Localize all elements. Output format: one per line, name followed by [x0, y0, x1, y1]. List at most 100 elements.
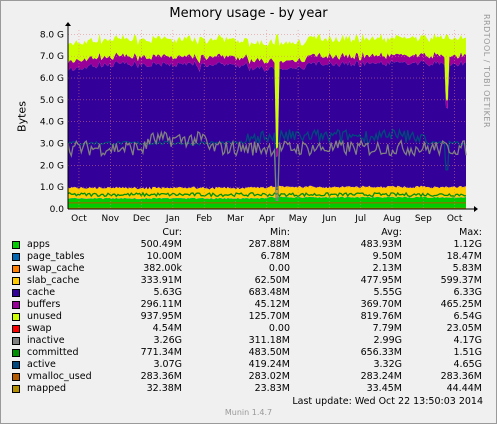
x-tick-label: May	[289, 214, 308, 224]
legend-avg: 656.33M	[360, 347, 402, 358]
legend-cur: 296.11M	[140, 299, 182, 310]
y-tick-label: 2.0 G	[40, 161, 64, 171]
legend-min: 311.18M	[248, 335, 290, 346]
legend-swatch	[12, 241, 20, 249]
legend-name: mapped	[27, 383, 67, 394]
legend-swatch	[12, 289, 20, 297]
legend-header: Cur: Min: Avg: Max:	[12, 227, 492, 239]
legend-max: 599.37M	[440, 275, 482, 286]
x-tick-label: Nov	[101, 214, 119, 224]
memory-chart: 0.0 1.0 G 2.0 G 3.0 G 4.0 G 5.0 G 6.0 G 7.0 G 8.…	[40, 22, 478, 224]
x-tick-label: Sep	[415, 214, 432, 224]
legend-swatch	[12, 253, 20, 261]
header-avg: Avg:	[381, 227, 402, 238]
legend-avg: 819.76M	[360, 311, 402, 322]
y-tick-label: 3.0 G	[40, 140, 64, 150]
legend-swatch	[12, 325, 20, 333]
legend-max: 465.25M	[440, 299, 482, 310]
legend-min: 62.50M	[254, 275, 290, 286]
legend-max: 6.33G	[453, 287, 482, 298]
legend-min: 483.50M	[248, 347, 290, 358]
legend-avg: 369.70M	[360, 299, 402, 310]
legend-swatch	[12, 265, 20, 273]
legend-row-active: active 3.07G 419.24M 3.32G 4.65G	[12, 359, 492, 371]
legend-cur: 382.00k	[143, 263, 182, 274]
legend-row-committed: committed 771.34M 483.50M 656.33M 1.51G	[12, 347, 492, 359]
x-tick-label: Jun	[321, 214, 336, 224]
legend-cur: 5.63G	[153, 287, 182, 298]
legend-max: 6.54G	[453, 311, 482, 322]
area-buffers	[68, 51, 466, 158]
legend-name: page_tables	[27, 251, 85, 262]
legend-max: 44.44M	[446, 383, 482, 394]
header-max: Max:	[459, 227, 482, 238]
legend-name: apps	[27, 239, 50, 250]
legend-avg: 3.32G	[373, 359, 402, 370]
legend-row-buffers: buffers 296.11M 45.12M 369.70M 465.25M	[12, 299, 492, 311]
legend-max: 1.51G	[453, 347, 482, 358]
legend-swatch	[12, 373, 20, 381]
area-page-tables	[68, 196, 466, 200]
legend-max: 23.05M	[446, 323, 482, 334]
legend-name: active	[27, 359, 56, 370]
legend-swatch	[12, 313, 20, 321]
legend-cur: 3.07G	[153, 359, 182, 370]
legend-max: 1.12G	[453, 239, 482, 250]
legend-cur: 333.91M	[140, 275, 182, 286]
legend-max: 18.47M	[446, 251, 482, 262]
legend-swatch	[12, 385, 20, 393]
legend-row-inactive: inactive 3.26G 311.18M 2.99G 4.17G	[12, 335, 492, 347]
legend-cur: 32.38M	[146, 383, 182, 394]
legend-avg: 33.45M	[366, 383, 402, 394]
y-tick-label: 8.0 G	[40, 30, 64, 40]
legend-avg: 5.55G	[373, 287, 402, 298]
munin-version: Munin 1.4.7	[224, 408, 273, 417]
legend-row-swap: swap 4.54M 0.00 7.79M 23.05M	[12, 323, 492, 335]
legend-name: cache	[27, 287, 56, 298]
area-cache	[68, 60, 466, 190]
legend-min: 287.88M	[248, 239, 290, 250]
y-tick-label: 7.0 G	[40, 52, 64, 62]
legend-swatch	[12, 349, 20, 357]
x-tick-label: Oct	[71, 214, 87, 224]
legend-row-vmalloc-used: vmalloc_used 283.36M 283.02M 283.24M 283.36M	[12, 371, 492, 383]
legend-min: 125.70M	[248, 311, 290, 322]
legend-min: 283.02M	[248, 371, 290, 382]
legend-avg: 2.13M	[372, 263, 402, 274]
legend-max: 283.36M	[440, 371, 482, 382]
x-tick-label: Apr	[259, 214, 275, 224]
header-min: Min:	[269, 227, 290, 238]
legend-name: unused	[27, 311, 62, 322]
legend-cur: 771.34M	[140, 347, 182, 358]
legend-max: 5.83M	[452, 263, 482, 274]
x-tick-label: Aug	[383, 214, 401, 224]
legend-min: 683.48M	[248, 287, 290, 298]
legend-cur: 937.95M	[140, 311, 182, 322]
legend-avg: 2.99G	[373, 335, 402, 346]
y-tick-label: 6.0 G	[40, 74, 64, 84]
x-tick-label: Jul	[354, 214, 366, 224]
legend-cur: 10.00M	[146, 251, 182, 262]
y-axis-arrow	[65, 22, 71, 26]
legend-min: 45.12M	[254, 299, 290, 310]
legend-swatch	[12, 277, 20, 285]
header-cur: Cur:	[162, 227, 182, 238]
y-tick-label: 5.0 G	[40, 96, 64, 106]
legend-cur: 3.26G	[153, 335, 182, 346]
legend-max: 4.65G	[453, 359, 482, 370]
legend-cur: 4.54M	[152, 323, 182, 334]
legend-row-cache: cache 5.63G 683.48M 5.55G 6.33G	[12, 287, 492, 299]
legend-cur: 500.49M	[140, 239, 182, 250]
legend-min: 0.00	[268, 323, 290, 334]
legend-row-swap-cache: swap_cache 382.00k 0.00 2.13M 5.83M	[12, 263, 492, 275]
legend-swatch	[12, 361, 20, 369]
legend-avg: 483.93M	[360, 239, 402, 250]
legend-name: buffers	[27, 299, 61, 310]
legend-name: committed	[27, 347, 79, 358]
legend-row-unused: unused 937.95M 125.70M 819.76M 6.54G	[12, 311, 492, 323]
legend-name: slab_cache	[27, 275, 80, 286]
legend-row-page-tables: page_tables 10.00M 6.78M 9.50M 18.47M	[12, 251, 492, 263]
legend-name: inactive	[27, 335, 65, 346]
legend-min: 0.00	[268, 263, 290, 274]
legend-name: vmalloc_used	[27, 371, 92, 382]
